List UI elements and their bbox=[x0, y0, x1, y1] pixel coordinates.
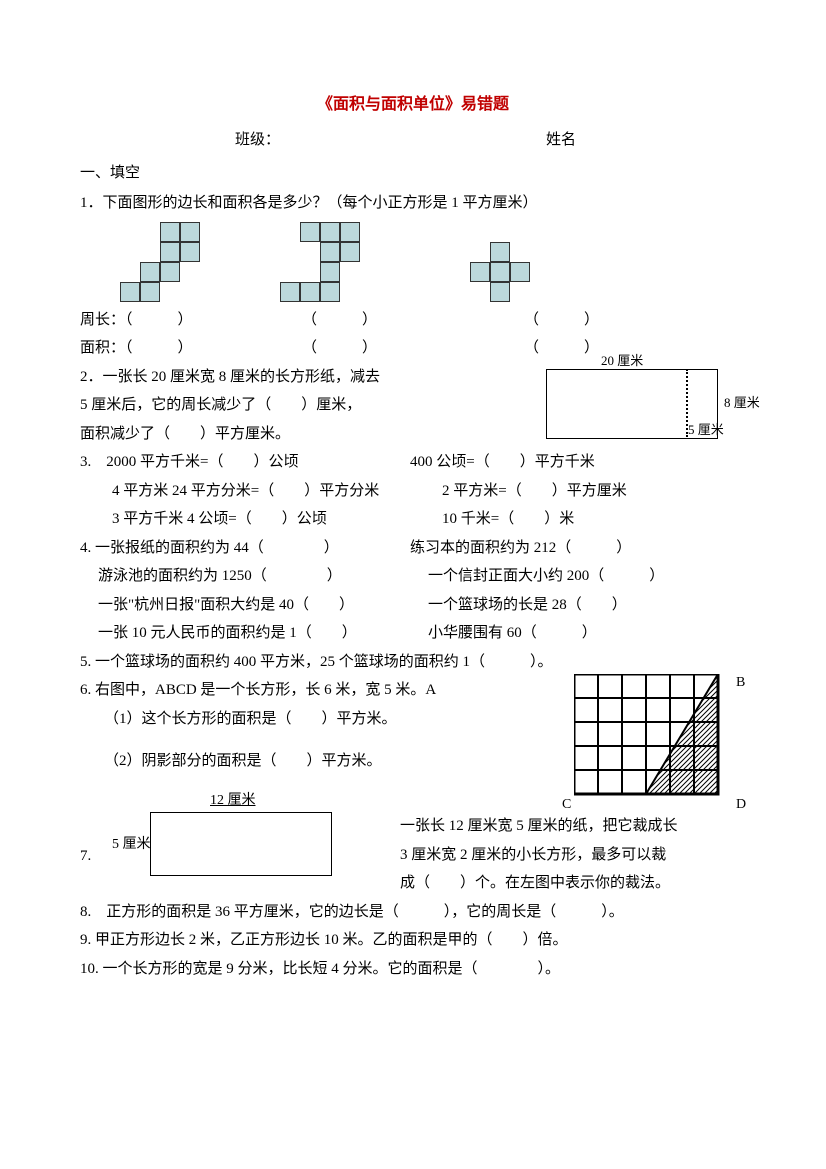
area-label: 面积： bbox=[80, 340, 125, 356]
blank: （ ） bbox=[125, 312, 193, 328]
q1-prompt: 1．下面图形的边长和面积各是多少？（每个小正方形是 1 平方厘米） bbox=[80, 189, 746, 218]
blank: （ ） bbox=[302, 340, 377, 356]
q3: 3. 2000 平方千米=（ ）公顷400 公顷=（ ）平方千米 4 平方米 2… bbox=[80, 448, 746, 534]
header-row: 班级： 姓名 bbox=[80, 126, 746, 155]
q3-r3c1: 3 平方千米 4 公顷=（ ）公顷 bbox=[80, 505, 442, 534]
q6-label-D: D bbox=[736, 792, 746, 819]
q7-top-label: 12 厘米 bbox=[210, 788, 256, 815]
q6-line2: （1）这个长方形的面积是（ ）平方米。 bbox=[80, 705, 558, 734]
blank: （ ） bbox=[302, 312, 377, 328]
q4-r4c1: 一张 10 元人民币的面积约是 1（ ） bbox=[80, 619, 428, 648]
q4-r3c2: 一个篮球场的长是 28（ ） bbox=[428, 591, 746, 620]
blank: （ ） bbox=[524, 312, 599, 328]
q4: 4. 一张报纸的面积约为 44（ ）练习本的面积约为 212（ ） 游泳池的面积… bbox=[80, 534, 746, 648]
q1-shape-3 bbox=[470, 242, 530, 302]
q1-shape-1 bbox=[120, 222, 200, 302]
q8: 8. 正方形的面积是 36 平方厘米，它的边长是（ ），它的周长是（ ）。 bbox=[80, 898, 746, 927]
q4-r3c1: 一张"杭州日报"面积大约是 40（ ） bbox=[80, 591, 428, 620]
q1-shapes bbox=[80, 222, 746, 302]
name-label: 姓名 bbox=[546, 126, 746, 155]
q6-label-C: C bbox=[562, 792, 571, 819]
q2: 2．一张长 20 厘米宽 8 厘米的长方形纸，减去 5 厘米后，它的周长减少了（… bbox=[80, 363, 746, 449]
q10: 10. 一个长方形的宽是 9 分米，比长短 4 分米。它的面积是（ ）。 bbox=[80, 955, 746, 984]
q2-line2: 5 厘米后，它的周长减少了（ ）厘米， bbox=[80, 391, 536, 420]
blank: （ ） bbox=[125, 340, 193, 356]
q6-label-B: B bbox=[736, 670, 745, 697]
q1-perimeter-row: 周长：（ ） （ ） （ ） bbox=[80, 306, 746, 335]
q3-r1c2: 400 公顷=（ ）平方千米 bbox=[410, 448, 746, 477]
q6-line3: （2）阴影部分的面积是（ ）平方米。 bbox=[80, 747, 558, 776]
q2-figure: 20 厘米 8 厘米 5 厘米 bbox=[546, 355, 746, 439]
q9: 9. 甲正方形边长 2 米，乙正方形边长 10 米。乙的面积是甲的（ ）倍。 bbox=[80, 926, 746, 955]
q7-rect bbox=[150, 812, 332, 876]
q6-line1: 6. 右图中，ABCD 是一个长方形，长 6 米，宽 5 米。A bbox=[80, 676, 558, 705]
q1-shape-2 bbox=[280, 222, 360, 302]
perimeter-label: 周长： bbox=[80, 312, 125, 328]
q7: 7. 12 厘米 5 厘米 一张长 12 厘米宽 5 厘米的纸，把它裁成长 3 … bbox=[80, 812, 746, 898]
q4-r1c2: 练习本的面积约为 212（ ） bbox=[410, 534, 746, 563]
q7-left-label: 5 厘米 bbox=[112, 832, 151, 859]
q3-r3c2: 10 千米=（ ）米 bbox=[442, 505, 746, 534]
page-title: 《面积与面积单位》易错题 bbox=[80, 90, 746, 120]
q7-line1: 一张长 12 厘米宽 5 厘米的纸，把它裁成长 bbox=[400, 812, 746, 841]
q6-grid-svg bbox=[574, 674, 730, 804]
q3-r1c1: 3. 2000 平方千米=（ ）公顷 bbox=[80, 448, 410, 477]
q4-r4c2: 小华腰围有 60（ ） bbox=[428, 619, 746, 648]
q2-line1: 2．一张长 20 厘米宽 8 厘米的长方形纸，减去 bbox=[80, 363, 536, 392]
q2-label-5: 5 厘米 bbox=[688, 418, 724, 443]
q3-r2c2: 2 平方米=（ ）平方厘米 bbox=[442, 477, 746, 506]
q7-line2: 3 厘米宽 2 厘米的小长方形，最多可以裁 bbox=[400, 841, 746, 870]
q2-line3: 面积减少了（ ）平方厘米。 bbox=[80, 420, 536, 449]
class-label: 班级： bbox=[80, 126, 280, 155]
q6-figure: B C D bbox=[566, 670, 746, 810]
q7-figure: 12 厘米 5 厘米 bbox=[110, 790, 330, 876]
section-heading: 一、填空 bbox=[80, 159, 746, 188]
q4-r2c1: 游泳池的面积约为 1250（ ） bbox=[80, 562, 428, 591]
q7-num: 7. bbox=[80, 812, 100, 871]
q4-r1c1: 4. 一张报纸的面积约为 44（ ） bbox=[80, 534, 410, 563]
q2-label-right: 8 厘米 bbox=[724, 391, 760, 416]
q7-line3: 成（ ）个。在左图中表示你的裁法。 bbox=[400, 869, 746, 898]
q3-r2c1: 4 平方米 24 平方分米=（ ）平方分米 bbox=[80, 477, 442, 506]
q4-r2c2: 一个信封正面大小约 200（ ） bbox=[428, 562, 746, 591]
